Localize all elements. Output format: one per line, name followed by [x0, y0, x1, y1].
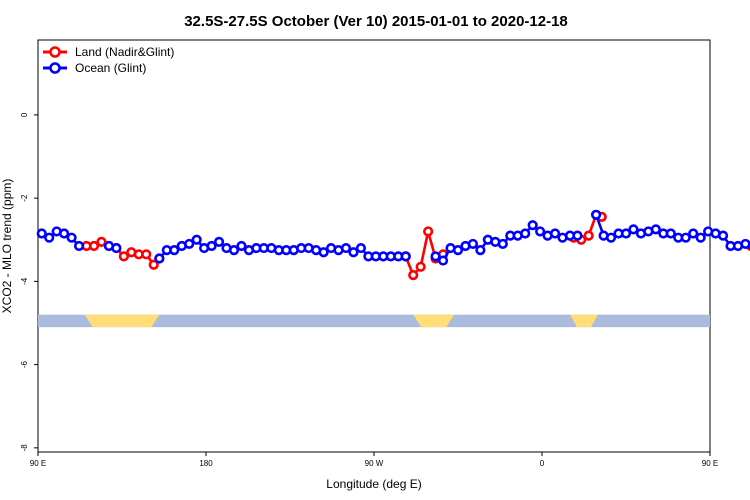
x-tick-label: 90 W — [365, 459, 384, 468]
series-ocean-point — [400, 251, 411, 262]
series-land-point — [96, 236, 107, 247]
series-ocean-point — [535, 226, 546, 237]
series-land-point — [423, 226, 434, 237]
legend-item-ocean: Ocean (Glint) — [43, 61, 146, 75]
legend-item-land: Land (Nadir&Glint) — [43, 45, 174, 59]
y-tick-label: 0 — [20, 112, 29, 117]
series-ocean-point — [191, 234, 202, 245]
series-ocean-point — [73, 240, 85, 252]
series-land-point — [408, 270, 419, 281]
series-ocean-point — [549, 228, 561, 239]
series-ocean-point — [59, 228, 70, 239]
series-ocean-point — [650, 224, 661, 235]
series-ocean-point — [36, 228, 47, 239]
y-tick-label: -6 — [20, 361, 29, 369]
series-land-point — [118, 251, 129, 262]
series-ocean-point — [695, 232, 706, 243]
land-span-1 — [413, 314, 455, 328]
series-ocean-point — [236, 240, 247, 252]
series-ocean-point — [340, 242, 352, 254]
series-ocean-point — [348, 247, 359, 258]
series-ocean-point — [605, 232, 617, 243]
series-land-point — [583, 230, 594, 241]
series-ocean-point — [665, 228, 676, 239]
land-span-2 — [570, 314, 598, 328]
legend-label-ocean: Ocean (Glint) — [75, 61, 146, 75]
series-ocean-point — [213, 236, 225, 247]
series-ocean-point — [228, 245, 240, 256]
x-tick-label: 90 E — [30, 459, 46, 468]
series-ocean-point — [111, 242, 122, 254]
ocean-band — [38, 314, 710, 328]
x-axis-label: Longitude (deg E) — [326, 477, 421, 491]
y-tick-label: -4 — [20, 277, 29, 285]
series-ocean-point — [527, 220, 538, 231]
legend-marker-ocean — [49, 62, 61, 74]
series-layer — [36, 209, 750, 281]
series-ocean-point — [680, 232, 691, 243]
series-ocean-point — [44, 232, 55, 243]
series-ocean-point — [497, 238, 508, 250]
land-span-0 — [84, 314, 160, 328]
series-ocean-point — [318, 247, 329, 258]
legend-marker-land — [49, 46, 61, 58]
x-tick-label: 0 — [540, 459, 545, 468]
x-axis: 90 E 180 90 W 0 90 E — [30, 452, 718, 468]
series-ocean — [36, 209, 750, 266]
y-axis: 0 -2 -4 -6 -8 — [20, 112, 38, 451]
series-ocean-point — [717, 230, 729, 241]
series-ocean-point — [688, 228, 699, 239]
series-ocean-point — [355, 242, 367, 254]
series-ocean-point — [620, 228, 632, 239]
plot-frame — [37, 39, 711, 453]
series-ocean-point — [430, 251, 441, 262]
series-ocean-point — [572, 230, 583, 241]
series-land-point — [415, 261, 426, 272]
series-ocean-point — [66, 232, 77, 243]
legend: Land (Nadir&Glint) Ocean (Glint) — [43, 45, 174, 75]
x-tick-label: 180 — [199, 459, 213, 468]
legend-label-land: Land (Nadir&Glint) — [75, 45, 174, 59]
chart-title: 32.5S-27.5S October (Ver 10) 2015-01-01 … — [184, 13, 568, 30]
y-axis-label: XCO2 - MLO trend (ppm) — [0, 179, 14, 314]
y-tick-label: -2 — [20, 194, 29, 202]
x-tick-label: 90 E — [702, 459, 718, 468]
series-ocean-point — [520, 228, 531, 239]
series-ocean-point — [591, 209, 602, 220]
series-ocean-point — [467, 238, 479, 250]
series-ocean-point — [437, 255, 449, 266]
series-ocean-point — [628, 224, 639, 235]
series-land-point — [141, 249, 152, 260]
series-ocean-point — [184, 238, 195, 250]
series-land-point — [88, 240, 100, 252]
land-strip — [38, 314, 710, 328]
series-land-point — [148, 259, 159, 270]
series-ocean-point — [169, 245, 180, 256]
series-ocean-point — [475, 245, 486, 256]
series-ocean-point — [206, 240, 217, 252]
series-ocean-point — [452, 245, 464, 256]
series-ocean-point — [154, 253, 165, 264]
y-tick-label: -8 — [20, 444, 29, 452]
